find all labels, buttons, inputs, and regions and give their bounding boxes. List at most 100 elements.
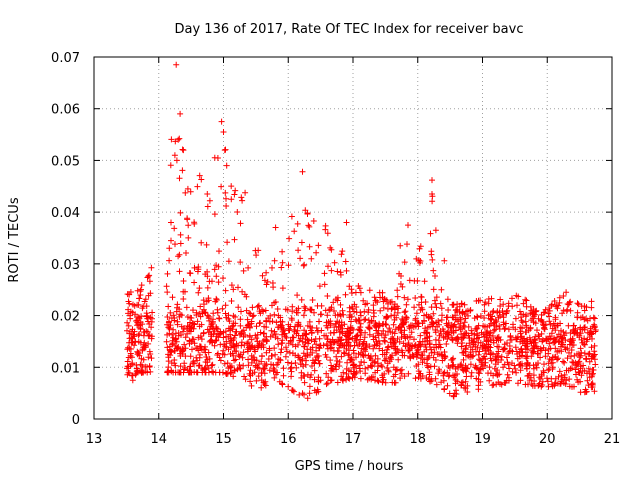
data-point — [525, 381, 531, 388]
data-point — [541, 326, 548, 333]
data-point — [509, 303, 516, 310]
data-point — [458, 343, 465, 350]
data-point — [189, 346, 195, 353]
plot-frame — [93, 56, 613, 420]
data-point — [402, 343, 409, 350]
data-point — [541, 361, 547, 368]
x-axis-title: GPS time / hours — [295, 459, 404, 474]
data-point — [245, 321, 252, 328]
data-point — [549, 359, 556, 366]
data-point — [331, 308, 337, 314]
data-point — [254, 303, 261, 310]
data-point — [176, 313, 183, 320]
data-point — [168, 348, 175, 355]
data-point — [429, 256, 436, 263]
data-point — [234, 209, 241, 215]
data-point — [486, 364, 493, 371]
data-point — [439, 352, 446, 359]
data-point — [555, 373, 562, 380]
data-point — [283, 344, 289, 351]
data-point — [339, 325, 346, 332]
data-point — [504, 307, 511, 314]
data-point — [590, 367, 597, 373]
data-point — [166, 330, 173, 337]
data-point — [194, 357, 201, 364]
data-point — [231, 344, 238, 351]
data-point — [372, 377, 378, 384]
data-point — [531, 378, 538, 384]
data-point — [421, 278, 428, 285]
data-point — [356, 362, 363, 369]
data-point — [462, 348, 469, 355]
data-point — [271, 374, 278, 381]
data-point — [537, 347, 544, 354]
data-point — [205, 313, 212, 320]
data-point — [584, 370, 590, 377]
data-point — [316, 335, 323, 342]
data-point — [591, 323, 598, 330]
data-point — [524, 336, 531, 343]
data-point — [164, 314, 171, 320]
data-point — [291, 328, 298, 335]
data-point — [491, 327, 497, 334]
data-point — [331, 324, 338, 331]
data-point — [372, 334, 379, 341]
data-point — [520, 311, 527, 318]
data-point — [279, 259, 286, 266]
data-point — [313, 347, 320, 354]
data-point — [249, 356, 256, 362]
data-point — [314, 302, 321, 309]
data-point — [528, 374, 534, 381]
data-point — [216, 369, 223, 376]
data-point — [273, 319, 280, 326]
data-point — [473, 298, 480, 304]
data-point — [168, 237, 174, 244]
data-point — [383, 321, 390, 328]
data-point — [565, 367, 572, 374]
data-point — [224, 370, 231, 377]
data-point — [400, 317, 406, 324]
data-point — [263, 317, 270, 324]
data-point — [236, 362, 243, 368]
data-point — [450, 301, 457, 308]
data-point — [424, 356, 431, 363]
data-point — [481, 308, 488, 315]
data-point — [443, 341, 450, 347]
data-point — [380, 304, 387, 311]
data-point — [363, 344, 370, 351]
data-point — [478, 361, 485, 368]
data-point — [411, 277, 418, 284]
data-point — [460, 322, 467, 329]
data-point — [135, 301, 142, 308]
data-point — [252, 348, 259, 355]
data-point — [286, 235, 293, 242]
data-point — [132, 371, 139, 378]
data-point — [576, 354, 583, 361]
data-point — [418, 294, 425, 301]
data-point — [202, 271, 209, 278]
data-point — [457, 314, 464, 321]
data-point — [232, 314, 239, 320]
data-point — [239, 288, 246, 295]
data-point — [519, 340, 526, 347]
data-point — [553, 303, 560, 310]
data-point — [341, 350, 348, 357]
data-point — [546, 318, 553, 325]
data-point — [458, 382, 465, 389]
data-point — [281, 330, 288, 337]
data-point — [191, 264, 198, 271]
data-point — [382, 338, 388, 345]
data-point — [476, 370, 483, 377]
data-point — [311, 376, 318, 383]
data-point — [391, 330, 398, 337]
data-point — [212, 337, 219, 344]
data-point — [406, 333, 413, 340]
data-point — [398, 324, 405, 330]
data-point — [147, 351, 154, 357]
data-point — [425, 364, 432, 371]
data-point — [419, 359, 426, 366]
data-point — [288, 373, 295, 380]
data-point — [142, 296, 149, 303]
data-point — [584, 377, 591, 384]
data-point — [324, 345, 331, 352]
